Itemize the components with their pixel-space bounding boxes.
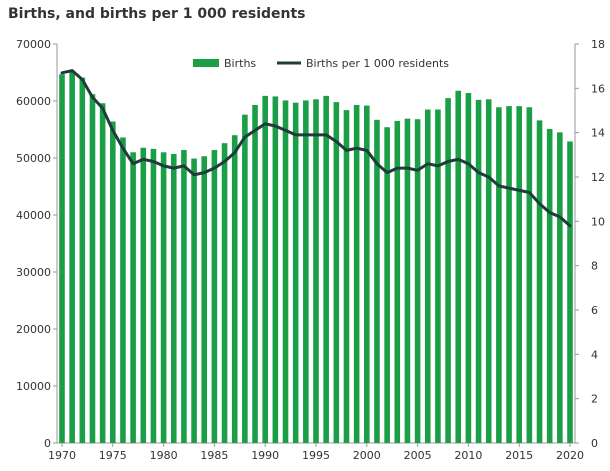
bar-births — [465, 93, 472, 444]
bar-births — [262, 95, 268, 444]
y-left-tick-label: 70000 — [16, 38, 51, 51]
bar-births — [455, 90, 462, 444]
y-right-tick-label: 18 — [591, 38, 605, 51]
bar-births — [242, 114, 248, 444]
x-tick-label: 2000 — [353, 449, 381, 462]
y-right-tick-label: 0 — [591, 437, 598, 450]
legend-label-births: Births — [224, 57, 256, 70]
bar-births — [313, 99, 319, 443]
bar-births — [181, 150, 187, 443]
line-births-per-1000 — [60, 69, 572, 228]
x-tick-label: 2020 — [556, 449, 584, 462]
bar-births — [211, 150, 218, 443]
bar-births — [140, 147, 147, 444]
bar-births — [414, 119, 421, 444]
bar-births — [536, 120, 543, 443]
bar-births — [485, 99, 492, 443]
bar-births — [374, 119, 380, 443]
bar-births — [130, 152, 136, 444]
bar-births — [424, 109, 431, 444]
y-left-tick-label: 30000 — [16, 266, 51, 279]
bar-births — [110, 121, 116, 444]
bar-births — [69, 70, 75, 443]
bar-births — [99, 103, 106, 443]
y-right-tick-label: 8 — [591, 260, 598, 273]
bar-births — [160, 152, 167, 444]
bar-births — [567, 141, 573, 443]
x-tick-label: 2005 — [404, 449, 432, 462]
y-left-tick-label: 10000 — [16, 380, 51, 393]
y-right-tick-label: 4 — [591, 348, 598, 361]
bar-births — [404, 118, 411, 444]
legend-label-births-per-1000: Births per 1 000 residents — [306, 57, 449, 70]
bar-births — [475, 99, 482, 444]
legend-swatch-births — [193, 59, 219, 67]
x-tick-label: 1985 — [200, 449, 228, 462]
bar-births — [282, 100, 289, 444]
y-right-tick-label: 10 — [591, 215, 605, 228]
y-right-tick-label: 16 — [591, 82, 605, 95]
bar-births — [353, 104, 360, 444]
x-tick-label: 1995 — [302, 449, 330, 462]
x-tick-label: 1975 — [99, 449, 127, 462]
y-left-tick-label: 0 — [44, 437, 51, 450]
bar-births — [384, 127, 390, 443]
y-left-tick-label: 40000 — [16, 209, 51, 222]
chart-title: Births, and births per 1 000 residents — [8, 6, 306, 22]
x-tick-label: 2010 — [454, 449, 482, 462]
y-left-tick-label: 20000 — [16, 323, 51, 336]
bar-births — [150, 148, 157, 443]
bar-births — [201, 156, 208, 444]
bar-births — [364, 105, 370, 443]
x-tick-label: 1980 — [150, 449, 178, 462]
bar-births — [252, 104, 258, 444]
bar-births — [221, 143, 228, 443]
bar-births — [191, 158, 197, 443]
bar-births — [333, 102, 340, 443]
bar-births — [79, 77, 86, 443]
x-tick-label: 1990 — [251, 449, 279, 462]
bar-births — [343, 110, 350, 444]
y-right-tick-label: 14 — [591, 127, 605, 140]
x-tick-label: 2015 — [505, 449, 533, 462]
bar-births — [435, 109, 441, 444]
y-right-tick-label: 2 — [591, 393, 598, 406]
y-right-tick-label: 12 — [591, 171, 605, 184]
bar-births — [445, 98, 451, 444]
x-tick-label: 1970 — [48, 449, 76, 462]
bar-births — [496, 107, 502, 444]
bar-births — [272, 96, 279, 443]
bar-births — [89, 94, 96, 443]
bar-births — [59, 74, 65, 444]
bar-births — [231, 135, 238, 443]
bar-births — [292, 102, 299, 444]
bar-births — [546, 128, 553, 443]
bar-births — [526, 107, 533, 444]
y-left-tick-label: 50000 — [16, 152, 51, 165]
y-right-tick-label: 6 — [591, 304, 598, 317]
bar-births — [120, 137, 126, 444]
y-left-tick-label: 60000 — [16, 95, 51, 108]
bar-births — [516, 106, 522, 443]
bar-births — [394, 120, 401, 443]
bar-births — [303, 100, 309, 444]
bar-births — [323, 95, 329, 444]
bar-births — [170, 154, 177, 443]
bar-births — [506, 106, 512, 443]
bar-births — [557, 132, 563, 443]
